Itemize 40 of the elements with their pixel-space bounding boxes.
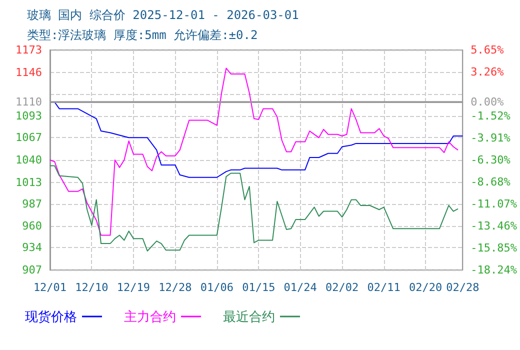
- y-tick-label: 987: [22, 197, 42, 210]
- y2-tick-label: -8.68%: [470, 175, 511, 188]
- legend-label: 现货价格: [25, 309, 77, 324]
- x-tick-label: 02/02: [326, 281, 359, 294]
- y-tick-label: 1093: [16, 110, 42, 123]
- x-tick-label: 02/11: [367, 281, 400, 294]
- y2-tick-label: -13.46%: [470, 219, 518, 232]
- y-tick-label: 960: [22, 220, 42, 233]
- x-tick-label: 02/20: [408, 281, 442, 294]
- y-tick-label: 1173: [16, 44, 42, 56]
- x-tick-label: 01/24: [284, 281, 318, 294]
- y-tick-label: 907: [22, 264, 42, 276]
- legend-label: 主力合约: [124, 309, 176, 324]
- y2-tick-label: 3.26%: [470, 66, 504, 79]
- y-tick-label: 1067: [16, 131, 42, 144]
- y-tick-label: 1040: [16, 154, 42, 166]
- y2-tick-label: 5.65%: [470, 44, 504, 56]
- x-tick-label: 12/10: [75, 281, 108, 294]
- y2-tick-label: -18.24%: [470, 264, 518, 276]
- y2-tick-label: -6.30%: [470, 154, 511, 167]
- line-series: [50, 165, 459, 252]
- x-tick-label: 02/28: [446, 281, 480, 294]
- x-tick-label: 01/15: [242, 281, 276, 294]
- ref-line-label: 0.00%: [470, 96, 504, 109]
- chart-title: 玻璃 国内 综合价 2025-12-01 - 2026-03-01: [27, 8, 299, 22]
- x-tick-label: 12/19: [116, 281, 150, 294]
- x-tick-label: 12/28: [158, 281, 192, 294]
- x-tick-label: 12/01: [33, 281, 67, 294]
- y-tick-label: 1013: [16, 176, 42, 189]
- y2-tick-label: -3.91%: [470, 132, 511, 145]
- chart-subtitle: 类型:浮法玻璃 厚度:5mm 允许偏差:±0.2: [27, 28, 258, 42]
- y-tick-label: 1146: [16, 66, 42, 79]
- legend-label: 最近合约: [223, 309, 275, 324]
- y2-tick-label: -15.85%: [470, 241, 518, 254]
- x-tick-label: 01/06: [200, 281, 234, 294]
- y-tick-label: 934: [22, 241, 42, 254]
- line-series: [50, 68, 459, 236]
- y2-tick-label: -1.52%: [470, 110, 511, 123]
- y2-tick-label: -11.07%: [470, 197, 518, 210]
- ref-line-label: 1110: [16, 96, 42, 109]
